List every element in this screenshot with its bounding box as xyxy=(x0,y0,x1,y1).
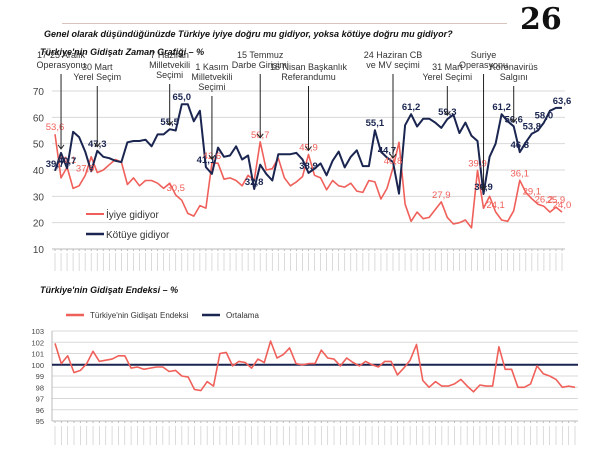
data-label-iyiye: 37,9 xyxy=(76,164,95,175)
y-tick-label: 70 xyxy=(33,87,45,98)
page-number: 26 xyxy=(520,2,562,37)
data-label-kotuye: 65,0 xyxy=(173,92,192,103)
data-label-kotuye: 39,7 xyxy=(46,159,65,170)
series-kotuye-line xyxy=(54,103,562,195)
data-label-iyiye: 27,9 xyxy=(432,190,451,201)
annotation-text: Suriye xyxy=(471,50,497,60)
annotation-text: 15 Temmuz xyxy=(237,50,284,60)
data-label-kotuye: 63,6 xyxy=(553,96,572,107)
annotation-text: Salgını xyxy=(500,72,528,82)
data-label-kotuye: 32,8 xyxy=(245,177,264,188)
data-label-kotuye: 61,2 xyxy=(402,102,421,113)
arrow-head-icon xyxy=(57,144,65,150)
annotation-text: 30 Mart xyxy=(82,62,113,72)
annotation-text: Operasyonu xyxy=(459,60,508,70)
data-label-iyiye: 40,8 xyxy=(384,156,403,167)
y-tick-label: 95 xyxy=(36,417,44,426)
legend-label-ortalama: Ortalama xyxy=(226,311,259,320)
arrow-head-icon xyxy=(389,153,397,159)
arrow-head-icon xyxy=(443,110,451,117)
annotation-text: Yerel Seçim xyxy=(73,72,121,82)
data-label-iyiye: 53,6 xyxy=(46,122,65,133)
annotation-text: Seçimi xyxy=(156,70,183,80)
data-label-iyiye: 29,1 xyxy=(523,187,542,198)
data-label-kotuye: 38,9 xyxy=(299,161,318,172)
annotation-text: Milletvekili xyxy=(191,72,232,82)
data-label-iyiye: 30,5 xyxy=(166,183,185,194)
y-tick-label: 60 xyxy=(33,113,45,124)
y-tick-label: 99 xyxy=(36,372,44,381)
annotation-text: 7 Haziran xyxy=(150,50,189,60)
y-tick-label: 40 xyxy=(33,166,45,177)
arrow-head-icon xyxy=(480,185,487,191)
annotation-text: Operasyonu xyxy=(37,60,86,70)
annotation-text: 31 Mart xyxy=(432,62,463,72)
annotation-text: Koronavirüs xyxy=(490,62,539,72)
y-tick-label: 97 xyxy=(36,395,44,404)
annotation-text: Referandumu xyxy=(281,72,336,82)
header-rule xyxy=(62,23,507,24)
arrow-head-icon xyxy=(166,120,174,127)
annotation-text: Yerel Seçimi xyxy=(422,72,472,82)
arrow-head-icon xyxy=(510,117,518,124)
data-label-kotuye: 46,8 xyxy=(511,140,530,151)
annotation-text: Milletvekili xyxy=(149,60,190,70)
data-label-iyiye: 36,1 xyxy=(511,168,530,179)
annotation-text: 24 Haziran CB xyxy=(364,50,423,60)
y-tick-label: 20 xyxy=(33,219,45,230)
y-tick-label: 98 xyxy=(36,383,44,392)
data-label-kotuye: 41,1 xyxy=(197,155,216,166)
data-label-kotuye: 40,7 xyxy=(58,156,77,167)
arrow-head-icon xyxy=(208,154,216,160)
chart1-title: Türkiye'nin Gidişatı Zaman Grafiği – % xyxy=(40,47,205,57)
data-label-iyiye: 41,1 xyxy=(58,155,77,166)
data-label-kotuye: 61,2 xyxy=(492,102,511,113)
y-tick-label: 101 xyxy=(31,350,44,359)
data-label-iyiye: 24,0 xyxy=(553,200,572,211)
legend-label-iyiye: İyiye gidiyor xyxy=(106,208,159,221)
survey-question: Genel olarak düşündüğünüzde Türkiye iyiy… xyxy=(44,29,453,39)
annotation-text: 1 Kasım xyxy=(195,62,228,72)
arrow-head-icon xyxy=(305,146,312,152)
annotation-text: Darbe Girişimi xyxy=(232,60,289,70)
data-label-iyiye: 39,9 xyxy=(468,158,487,169)
y-tick-label: 100 xyxy=(31,361,44,370)
chart2-title: Türkiye'nin Gidişatı Endeksi – % xyxy=(40,285,179,295)
annotation-text: 16 Nisan Başkanlık xyxy=(270,62,348,72)
legend-label-kotuye: Kötüye gidiyor xyxy=(106,230,170,241)
data-label-iyiye: 24,1 xyxy=(486,200,505,211)
data-label-kotuye: 58,0 xyxy=(535,111,554,122)
data-label-kotuye: 44,7 xyxy=(378,146,397,157)
annotation-text: 17-25 Aralık xyxy=(37,50,86,60)
data-label-iyiye: 26,2 xyxy=(535,194,554,205)
y-tick-label: 103 xyxy=(31,327,44,336)
series-iyiye-line xyxy=(54,134,563,229)
arrow-head-icon xyxy=(256,133,264,139)
data-label-iyiye: 25,9 xyxy=(547,195,566,206)
y-tick-label: 96 xyxy=(36,406,44,415)
data-label-kotuye: 53,8 xyxy=(523,122,542,133)
y-tick-label: 10 xyxy=(33,245,45,256)
series-endeks-line xyxy=(54,340,576,393)
legend-label-endeks: Türkiye'nin Gidişatı Endeksi xyxy=(90,311,189,320)
data-label-kotuye: 55,1 xyxy=(366,118,385,129)
y-tick-label: 30 xyxy=(33,192,45,203)
arrow-head-icon xyxy=(93,142,101,148)
annotation-text: Seçimi xyxy=(198,82,225,92)
y-tick-label: 102 xyxy=(31,338,44,347)
y-tick-label: 50 xyxy=(33,140,45,151)
annotation-text: ve MV seçimi xyxy=(366,60,420,70)
